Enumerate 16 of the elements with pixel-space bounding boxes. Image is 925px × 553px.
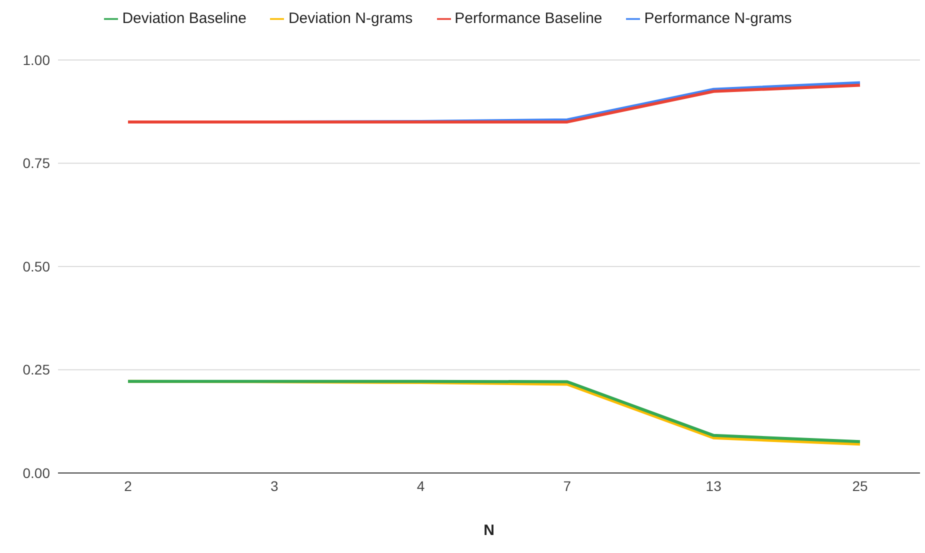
y-tick-label: 1.00 xyxy=(22,52,50,68)
y-tick-label: 0.25 xyxy=(22,362,50,378)
y-tick-label: 0.00 xyxy=(22,464,50,481)
legend-label: Performance Baseline xyxy=(454,10,602,27)
y-tick-label: 0.50 xyxy=(22,258,50,274)
x-axis-title: N xyxy=(484,522,494,539)
x-tick-label: 13 xyxy=(706,478,722,494)
x-tick-label: 4 xyxy=(416,478,425,494)
x-tick-label: 7 xyxy=(563,478,572,494)
y-tick-label: 0.75 xyxy=(22,155,50,172)
legend-label: Performance N-grams xyxy=(644,10,792,27)
x-tick-label: 2 xyxy=(124,478,132,494)
x-tick-label: 3 xyxy=(270,478,278,494)
legend-label: Deviation Baseline xyxy=(122,10,246,27)
legend-label: Deviation N-grams xyxy=(288,10,413,27)
x-tick-label: 25 xyxy=(852,478,868,494)
